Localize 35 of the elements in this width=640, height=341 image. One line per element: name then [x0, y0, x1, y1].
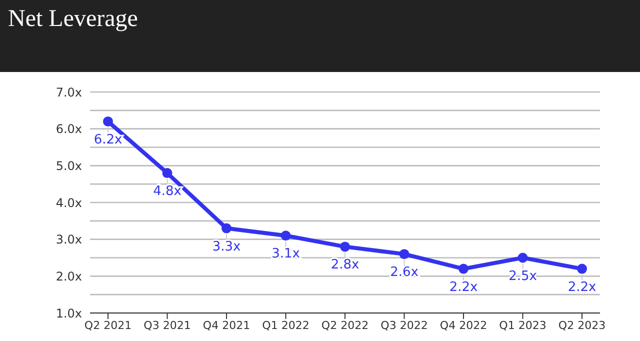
- text: 2.2x: [568, 280, 596, 295]
- text: 4.8x: [153, 184, 182, 200]
- x-tick-label: Q1 2023: [499, 318, 546, 332]
- chart-title: Net Leverage: [0, 0, 640, 72]
- y-tick-label: 6.0x: [56, 122, 82, 136]
- y-tick-label: 2.0x: [56, 269, 82, 284]
- x-tick-label: Q4 2022: [440, 318, 488, 332]
- x-tick-label: Q2 2023: [558, 318, 606, 332]
- y-tick-label: 7.0x: [56, 85, 82, 100]
- point: [577, 264, 587, 274]
- x-tick-label: Q2 2022: [321, 318, 369, 332]
- y-tick-label: 1.0x: [56, 306, 82, 320]
- point: [340, 242, 350, 252]
- point: [458, 264, 468, 274]
- text: 6.2x: [94, 132, 122, 148]
- point: [399, 249, 410, 260]
- text: 2.2x: [449, 280, 478, 295]
- text: 3.1x: [272, 246, 300, 262]
- text: 3.3x: [212, 239, 241, 254]
- y-tick-label: 3.0x: [56, 232, 82, 247]
- y-tick-label: 4.0x: [56, 196, 82, 210]
- y-tick-label: 5.0x: [56, 158, 82, 173]
- x-tick-label: Q2 2021: [84, 318, 132, 332]
- point: [518, 252, 528, 263]
- text: 2.8x: [330, 258, 360, 273]
- point: [103, 116, 113, 126]
- point: [162, 168, 172, 178]
- x-tick-label: Q3 2022: [380, 318, 428, 332]
- text: 2.5x: [508, 268, 537, 284]
- point: [280, 230, 291, 241]
- x-tick-label: Q1 2022: [262, 318, 310, 332]
- x-tick-label: Q3 2021: [144, 318, 191, 332]
- point: [222, 223, 232, 234]
- x-tick-label: Q4 2021: [202, 318, 250, 332]
- text: 2.6x: [390, 265, 418, 280]
